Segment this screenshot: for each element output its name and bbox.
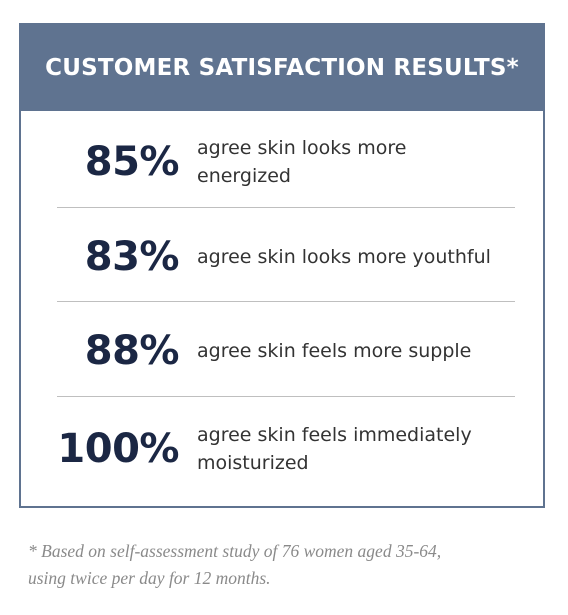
- row-divider: [57, 396, 515, 397]
- result-percent: 83%: [84, 234, 180, 280]
- footnote-line: * Based on self-assessment study of 76 w…: [28, 541, 442, 561]
- result-description: agree skin looks more youthful: [197, 246, 491, 268]
- result-description: agree skin feels immediately moisturized: [197, 424, 472, 474]
- result-row: 85% agree skin looks more energized: [57, 137, 515, 187]
- result-row: 100% agree skin feels immediately moistu…: [57, 418, 515, 480]
- result-percent: 88%: [84, 328, 180, 374]
- result-percent: 100%: [57, 426, 179, 472]
- results-card: CUSTOMER SATISFACTION RESULTS* 85% agree…: [19, 23, 545, 508]
- result-description: agree skin feels more supple: [197, 340, 472, 362]
- row-divider: [57, 207, 515, 208]
- result-row: 83% agree skin looks more youthful: [57, 232, 515, 282]
- result-description: agree skin looks more energized: [197, 137, 407, 187]
- footnote: * Based on self-assessment study of 76 w…: [28, 538, 548, 592]
- result-row: 88% agree skin feels more supple: [57, 326, 515, 376]
- card-title: CUSTOMER SATISFACTION RESULTS*: [45, 55, 519, 81]
- footnote-line: using twice per day for 12 months.: [28, 568, 271, 588]
- row-divider: [57, 301, 515, 302]
- result-percent: 85%: [84, 139, 180, 185]
- card-header: CUSTOMER SATISFACTION RESULTS*: [21, 25, 543, 111]
